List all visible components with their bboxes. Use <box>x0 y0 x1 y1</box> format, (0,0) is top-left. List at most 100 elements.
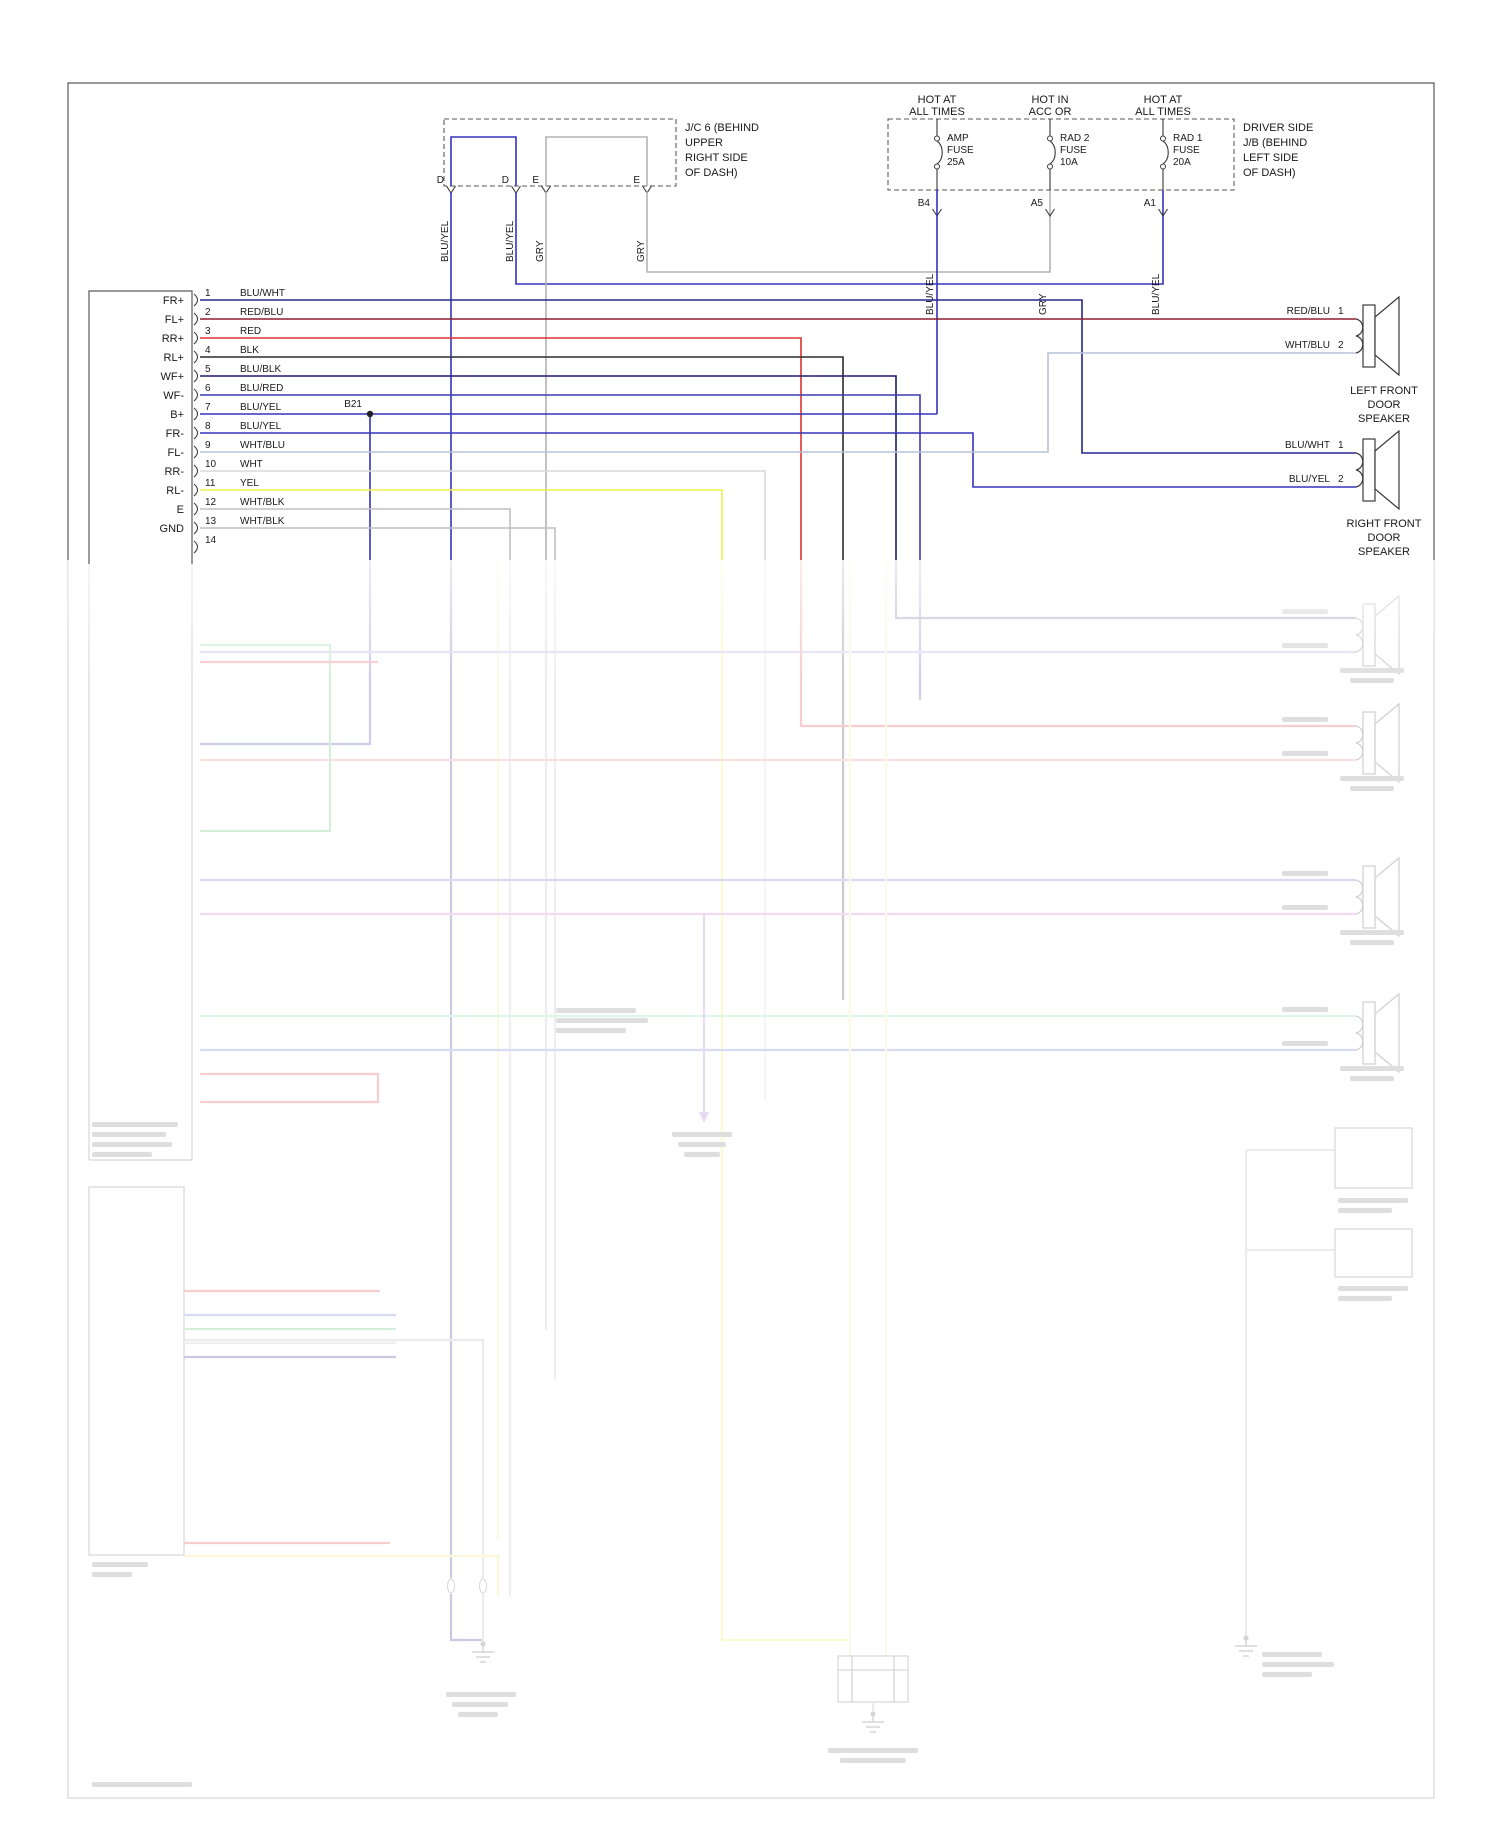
jc6-label-line: RIGHT SIDE <box>685 152 748 164</box>
wire-color-label: WHT/BLU <box>1285 340 1330 351</box>
fuse-terminal <box>1047 163 1053 170</box>
wire-color-label: WHT/BLK <box>240 516 285 527</box>
feed-rad2-fuse: HOT IN ACC OR RAD 2 FUSE 10A A5 GRY <box>1029 94 1090 315</box>
fuse-element <box>1049 140 1056 165</box>
jb-label-line: OF DASH) <box>1243 167 1296 179</box>
fuse-label: FUSE <box>1060 145 1087 156</box>
wire-color-label: WHT <box>240 459 263 470</box>
pin-number: 3 <box>205 326 211 337</box>
fuse-label: RAD 2 <box>1060 133 1090 144</box>
speaker-name-line: LEFT FRONT <box>1350 385 1418 397</box>
faded-right-box <box>1334 1228 1413 1278</box>
pin-name: FL+ <box>165 314 184 326</box>
speaker-symbol <box>1355 296 1400 376</box>
faded-text-smudges <box>92 609 1408 1787</box>
pin-name: RR+ <box>162 333 184 345</box>
pin-name: FR- <box>166 428 185 440</box>
wire-color-label: BLU/YEL <box>1289 474 1331 485</box>
pin-number: 13 <box>205 516 217 527</box>
fuse-terminal <box>1160 163 1166 170</box>
pin-number: 5 <box>205 364 211 375</box>
fuse-label: 20A <box>1173 157 1191 168</box>
pin-name: WF- <box>163 390 184 402</box>
wire-rl-minus <box>200 489 723 560</box>
faded-right-box <box>1334 1127 1413 1189</box>
power-feed-block: HOT AT ALL TIMES AMP FUSE 25A B4 BLU/YEL… <box>887 94 1313 414</box>
fade-transition <box>68 552 1434 682</box>
fuse-terminal <box>934 163 940 170</box>
speaker-name-line: SPEAKER <box>1358 413 1410 425</box>
fuse-label: AMP <box>947 133 969 144</box>
wire-color-label: RED <box>240 326 261 337</box>
fuse-label: RAD 1 <box>1173 133 1203 144</box>
jc6-label-line: J/C 6 (BEHIND <box>685 122 759 134</box>
pin-number: 2 <box>205 307 211 318</box>
pin-number: 12 <box>205 497 217 508</box>
jc6-bus-e <box>545 136 648 186</box>
wire-wf-minus <box>200 394 921 560</box>
wire-color-label: BLU/WHT <box>1285 440 1330 451</box>
jc6-wire-e2 <box>646 190 1051 273</box>
wire-color-label: GRY <box>535 240 546 262</box>
wire-wf-plus <box>200 375 897 560</box>
wire-color-label: BLU/BLK <box>240 364 281 375</box>
fuse-element <box>936 140 943 165</box>
wire-color-label: YEL <box>240 478 259 489</box>
wire-color-label: GRY <box>636 240 647 262</box>
jc6-pin-arrows <box>446 185 652 195</box>
diagram-border-lower <box>67 560 1435 1799</box>
faded-bottom-connector <box>837 1655 909 1703</box>
faded-lower-left-box <box>88 1186 185 1556</box>
pin-number: 14 <box>205 535 217 546</box>
jc6-dashed-box <box>443 118 677 187</box>
pin-number: 1 <box>1338 306 1344 317</box>
pin-number: 6 <box>205 383 211 394</box>
wire-e <box>200 508 511 560</box>
wire-rr-minus <box>200 470 766 560</box>
faded-wire <box>200 1072 380 1104</box>
fuse-element <box>1162 140 1169 165</box>
jc6-bus-d <box>450 136 517 186</box>
hot-label: ACC OR <box>1029 106 1072 118</box>
wire-rl-plus <box>200 356 844 560</box>
connector-pin-id: B4 <box>918 198 931 209</box>
fuse-label: FUSE <box>1173 145 1200 156</box>
jc6-pin-label: D <box>502 175 509 186</box>
faded-connector-oval <box>447 1578 455 1594</box>
wire-fr-plus <box>200 299 1356 454</box>
faded-speaker <box>1355 857 1400 937</box>
pin-number: 2 <box>1338 340 1344 351</box>
pin-number: 9 <box>205 440 211 451</box>
fuse-label: 25A <box>947 157 965 168</box>
wire-color-label: BLU/YEL <box>1151 273 1162 315</box>
diagram-border-upper <box>67 82 1435 560</box>
speaker-name-line: RIGHT FRONT <box>1347 518 1422 530</box>
speaker-name-line: DOOR <box>1368 532 1401 544</box>
junction-dot <box>366 410 374 418</box>
wire-color-label: BLU/YEL <box>240 402 282 413</box>
hot-label: HOT AT <box>1144 94 1183 106</box>
wire-color-label: BLU/YEL <box>925 273 936 315</box>
pin-number: 1 <box>205 288 211 299</box>
fuse-label: FUSE <box>947 145 974 156</box>
pin-name: RL- <box>166 485 184 497</box>
wire-color-label: BLK <box>240 345 259 356</box>
pin-number: 10 <box>205 459 217 470</box>
faded-speaker <box>1355 703 1400 783</box>
jc6-label-line: UPPER <box>685 137 723 149</box>
pin-number: 7 <box>205 402 211 413</box>
pin-name: GND <box>160 523 185 535</box>
pin-number: 2 <box>1338 474 1344 485</box>
faded-wire <box>1244 1148 1335 1638</box>
wire-color-label: WHT/BLU <box>240 440 285 451</box>
wire-fr-minus <box>200 432 1356 488</box>
right-front-door-speaker: BLU/WHT 1 BLU/YEL 2 RIGHT FRONT DOOR SPE… <box>1285 430 1422 558</box>
connector-pin-id: A5 <box>1031 198 1044 209</box>
wire-color-label: RED/BLU <box>240 307 283 318</box>
pin-name: E <box>177 504 184 516</box>
faded-wire <box>184 1338 485 1644</box>
fuse-terminal <box>1047 135 1053 142</box>
jc6-pin-label: E <box>532 175 539 186</box>
faded-wire <box>720 560 850 1642</box>
